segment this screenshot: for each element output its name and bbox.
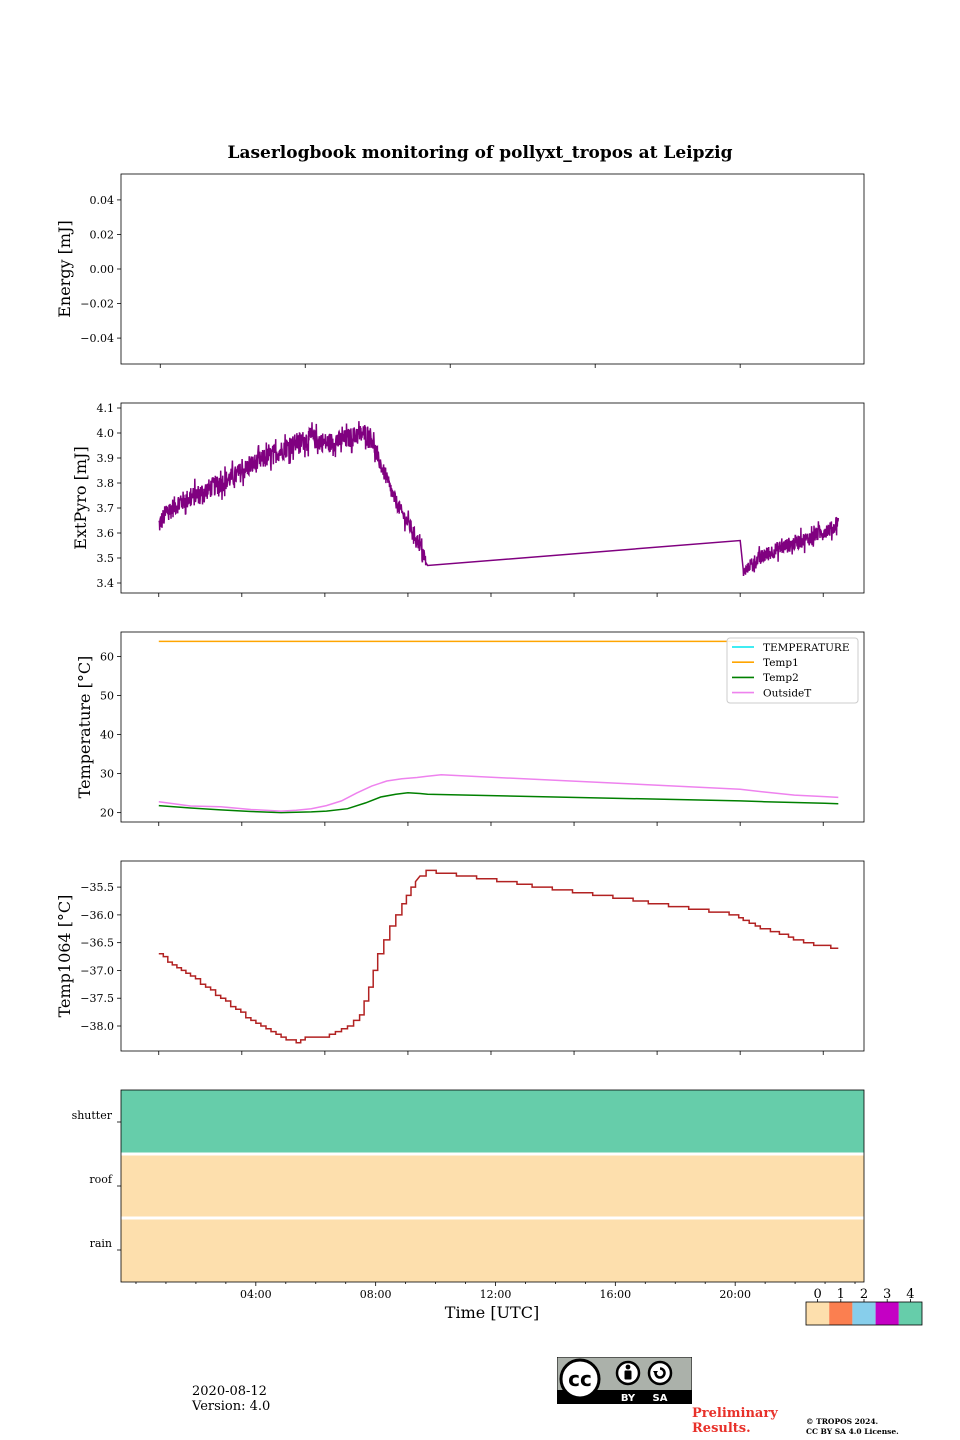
y-tick-label: 30 (100, 768, 114, 781)
panel-temp1064: −35.5 −36.0 −36.5 −37.0 −37.5 −38.0 Temp1064 [… (55, 860, 865, 1055)
preliminary-results-note: Preliminary Results. (692, 1406, 778, 1436)
axes-frame (120, 173, 865, 365)
row-label-shutter: shutter (72, 1109, 113, 1122)
y-tick-label: −36.5 (80, 937, 114, 950)
copyright-note: © TROPOS 2024. CC BY SA 4.0 License. (806, 1417, 899, 1437)
colorbar-label-4: 4 (906, 1287, 914, 1302)
colorbar-label-1: 1 (837, 1287, 845, 1302)
x-axis-label: Time [UTC] (445, 1303, 539, 1322)
axes-frame (120, 402, 865, 594)
status-row-rain (121, 1218, 864, 1282)
y-tick-label: −0.02 (80, 298, 114, 311)
y-tick-label: −0.04 (80, 332, 114, 345)
sa-icon (647, 1360, 673, 1386)
status-row-roof (121, 1154, 864, 1218)
y-tick-label: 3.9 (97, 452, 115, 465)
colorbar-label-3: 3 (883, 1287, 891, 1302)
y-tick-label: −38.0 (80, 1020, 114, 1033)
series-Temp1064 (158, 869, 839, 1044)
colorbar-label-0: 0 (813, 1287, 821, 1302)
date-version: 2020-08-12 Version: 4.0 (192, 1384, 270, 1414)
y-tick-label: −37.0 (80, 964, 114, 977)
colorbar-cell-1 (829, 1302, 853, 1325)
y-axis-label: Energy [mJ] (55, 220, 74, 318)
colorbar-cell-2 (852, 1302, 876, 1325)
y-tick-label: 3.7 (97, 502, 115, 515)
cc-by-sa-badge: cc BY SA (557, 1357, 692, 1404)
y-tick-label: 3.4 (97, 577, 115, 590)
status-row-shutter (121, 1090, 864, 1154)
series-OutsideT (158, 774, 839, 812)
date-label: 2020-08-12 (192, 1384, 267, 1399)
sa-label: SA (653, 1393, 668, 1404)
x-tick-label: 08:00 (360, 1288, 392, 1301)
legend: TEMPERATURE Temp1 Temp2 OutsideT (726, 637, 859, 704)
y-tick-label: 4.1 (97, 402, 115, 415)
y-axis-label: Temperature [°C] (75, 656, 94, 799)
y-tick-label: 4.0 (97, 427, 115, 440)
panel-temperature: 20 30 40 50 60 Temperature [°C] TEMPERATURE Tem… (75, 631, 865, 826)
copyright-line: © TROPOS 2024. (806, 1417, 879, 1426)
colorbar-label-2: 2 (860, 1287, 868, 1302)
chart-title: Laserlogbook monitoring of pollyxt_tropo… (227, 143, 732, 163)
x-tick-label: 20:00 (719, 1288, 751, 1301)
y-axis-label: Temp1064 [°C] (55, 895, 74, 1018)
legend-label-OutsideT: OutsideT (763, 687, 811, 699)
y-tick-label: 50 (100, 690, 114, 703)
y-tick-label: −36.0 (80, 909, 114, 922)
cc-icon: cc (568, 1367, 592, 1391)
series-Temp2 (158, 791, 839, 814)
colorbar-cell-3 (875, 1302, 899, 1325)
y-tick-label: 20 (100, 807, 114, 820)
colorbar-cell-0 (806, 1302, 830, 1325)
row-label-roof: roof (89, 1173, 113, 1186)
y-tick-label: 3.6 (97, 527, 115, 540)
y-tick-label: 60 (100, 651, 114, 664)
y-tick-label: 0.02 (90, 228, 115, 241)
panel-extpyro: 3.4 3.5 3.6 3.7 3.8 3.9 4.0 4.1 ExtPyro [mJ] (71, 402, 865, 597)
colorbar-frame (805, 1301, 923, 1326)
x-tick-label: 16:00 (599, 1288, 631, 1301)
axes-frame (120, 1089, 865, 1283)
y-tick-label: −37.5 (80, 992, 114, 1005)
legend-label-TEMPERATURE: TEMPERATURE (763, 642, 850, 654)
by-label: BY (621, 1393, 636, 1404)
colorbar-cell-4 (898, 1302, 922, 1325)
license-line: CC BY SA 4.0 License. (806, 1427, 899, 1436)
legend-label-Temp1: Temp1 (763, 657, 799, 669)
panel-status: shutter roof rain 04:00 08:00 12:00 16:00 20:00… (72, 1089, 923, 1326)
y-tick-label: 0.04 (90, 194, 115, 207)
y-tick-label: −35.5 (80, 881, 114, 894)
preliminary-line: Preliminary (692, 1406, 778, 1421)
axes-frame (120, 631, 865, 823)
legend-label-Temp2: Temp2 (763, 672, 799, 684)
x-tick-label: 12:00 (480, 1288, 512, 1301)
y-tick-label: 3.5 (97, 552, 115, 565)
row-label-rain: rain (90, 1237, 112, 1250)
version-label: Version: 4.0 (192, 1399, 271, 1414)
y-tick-label: 40 (100, 729, 114, 742)
panel-energy: 0.04 0.02 0.00 −0.02 −0.04 Energy [mJ] (55, 173, 865, 368)
y-tick-label: 0.00 (90, 263, 115, 276)
legend-box (726, 637, 859, 704)
series-ExtPyro (158, 421, 840, 577)
results-line: Results. (692, 1421, 751, 1436)
y-axis-label: ExtPyro [mJ] (71, 446, 90, 549)
axes-frame (120, 860, 865, 1052)
y-tick-label: 3.8 (97, 477, 115, 490)
x-tick-label: 04:00 (240, 1288, 272, 1301)
